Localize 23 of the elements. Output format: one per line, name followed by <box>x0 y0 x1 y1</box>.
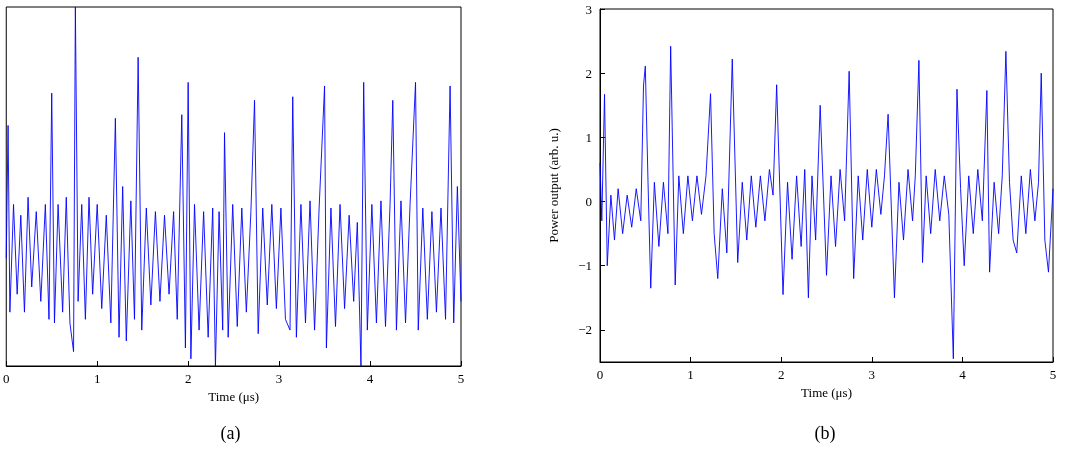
y-tick-label: 1 <box>585 129 592 145</box>
y-tick-label: 3 <box>585 1 592 17</box>
x-tick-label: 3 <box>275 371 283 386</box>
x-tick-label: 1 <box>687 367 694 382</box>
x-tick-label: 2 <box>184 371 192 386</box>
x-tick-label: 1 <box>93 371 101 386</box>
y-tick-label: −1 <box>578 258 592 274</box>
y-tick-label: 0 <box>585 194 592 210</box>
x-tick-label: 0 <box>3 371 10 386</box>
x-tick-label: 4 <box>366 371 374 386</box>
x-tick-label: 0 <box>596 367 604 382</box>
y-axis-title: Power output (arb. u.) <box>546 128 561 243</box>
x-axis-title: Time (μs) <box>208 388 260 404</box>
y-tick-label: −2 <box>578 322 592 338</box>
text: (a) <box>220 423 241 444</box>
x-tick-label: 2 <box>777 367 785 382</box>
x-tick-label: 5 <box>1049 367 1057 382</box>
text: (b) <box>814 423 836 444</box>
x-tick-label: 5 <box>457 371 465 386</box>
x-tick-label: 4 <box>959 367 967 382</box>
x-axis-title: Time (μs) <box>801 384 852 400</box>
y-tick-label: 2 <box>585 65 592 81</box>
x-tick-label: 3 <box>868 367 876 382</box>
